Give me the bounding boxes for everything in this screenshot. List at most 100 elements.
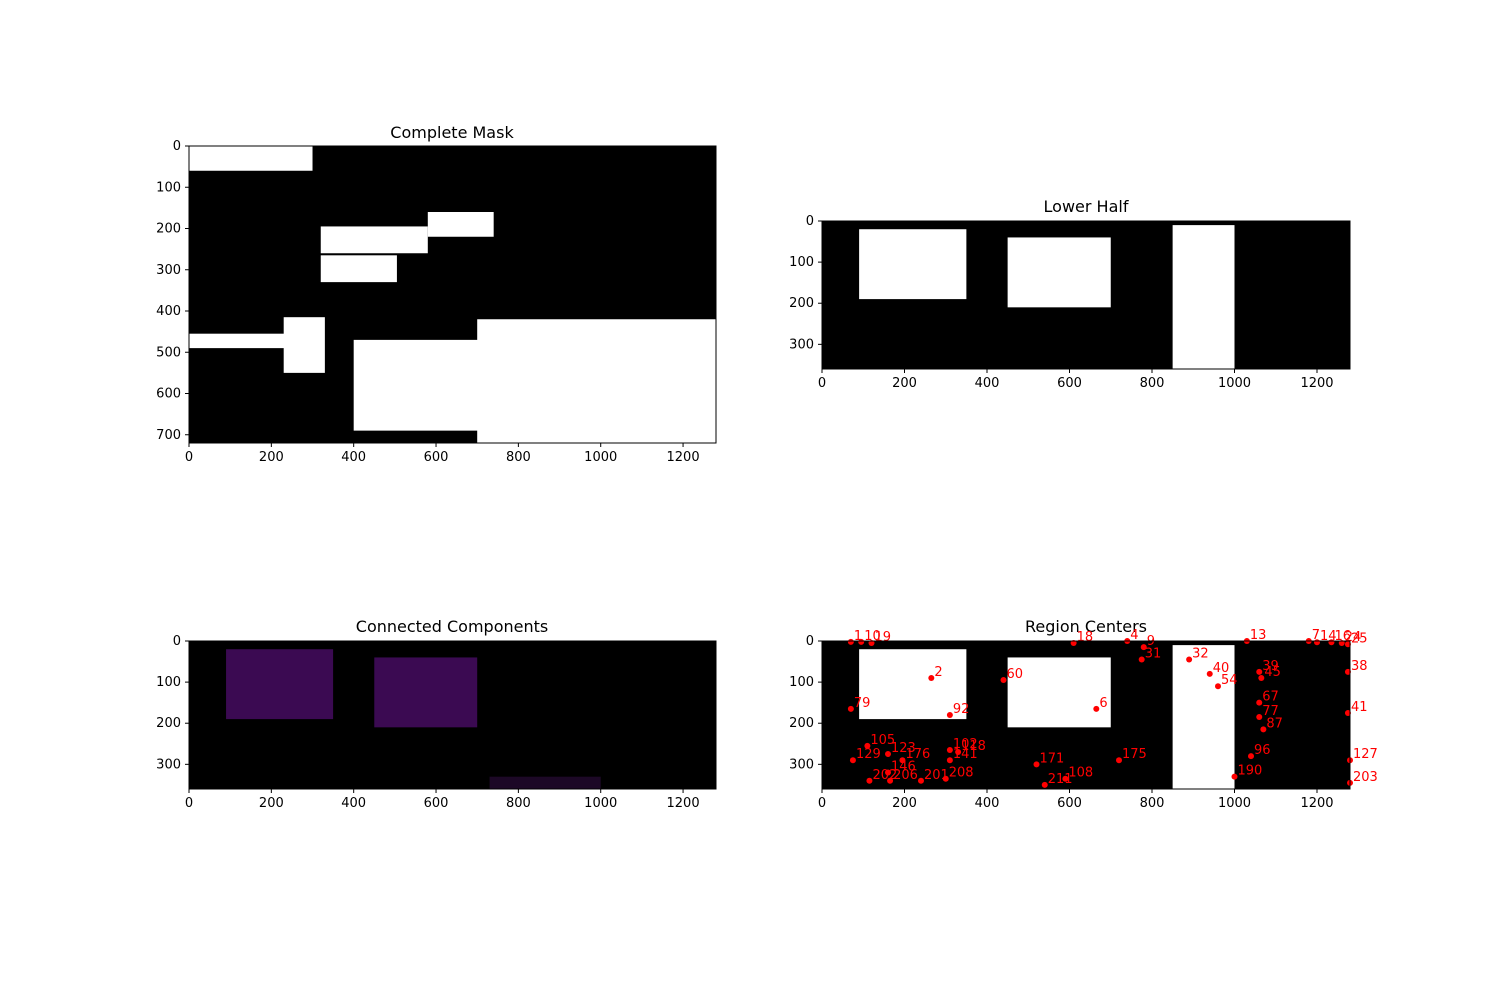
mask-region [283,317,325,373]
region-center-label: 208 [949,766,974,781]
region-center-label: 2 [934,665,942,680]
y-tick-label: 300 [156,263,181,278]
region-center-label: 45 [1264,665,1281,680]
y-tick-label: 100 [789,675,814,690]
region-center-label: 6 [1099,696,1107,711]
region-center-label: 77 [1262,704,1279,719]
region-center-marker [866,777,873,784]
region-center-marker [1248,753,1254,760]
x-tick-label: 400 [975,796,1000,811]
x-tick-label: 1200 [1300,376,1333,391]
region-center-label: 211 [1048,772,1073,787]
region-center-label: 25 [1351,631,1368,646]
region-center-label: 32 [1192,647,1209,662]
x-tick-label: 200 [892,376,917,391]
axes-frame [188,640,717,790]
region-center-marker [1140,644,1147,651]
x-tick-label: 1200 [1300,796,1333,811]
y-tick-label: 200 [789,716,814,731]
connected-components-panel: Connected Components 0 200 400 600 800 1000 12… [156,617,717,811]
region-center-label: 175 [1122,747,1147,762]
region-center-label: 9 [1147,634,1155,649]
region-center-label: 146 [891,760,916,775]
mask-region [189,146,313,171]
region-center-marker [1231,773,1238,780]
region-center-label: 10 [864,629,881,644]
mask-region [320,255,397,283]
x-tick-label: 1000 [1218,376,1251,391]
x-tick-label: 600 [1057,376,1082,391]
region-center-label: 87 [1266,716,1283,731]
y-tick-label: 300 [789,757,814,772]
mask-region [1007,237,1111,308]
region-center-marker [918,777,924,784]
region-center-label: 41 [1351,700,1368,715]
region-center-label: 206 [893,768,918,783]
x-tick-label: 800 [506,450,531,465]
region-center-marker [1256,699,1263,706]
region-center-marker [885,769,891,776]
region-center-marker [885,751,891,758]
x-tick-label: 1000 [1218,796,1251,811]
axes-frame [188,145,717,444]
region-center-label: 118 [961,739,986,754]
mask-region [1007,657,1111,728]
y-tick-label: 0 [173,139,181,154]
complete-mask-panel: Complete Mask 0 200 400 600 800 1000 1200 0 100 2… [156,123,717,465]
region-center-marker [1344,641,1351,648]
mask-region [226,649,334,720]
region-center-label: 171 [1040,751,1065,766]
region-center-label: 102 [953,737,978,752]
y-tick-label: 400 [156,304,181,319]
connected-components-plot: 0 200 400 600 800 1000 1200 0 100 200 300 [156,634,717,811]
x-tick-label: 400 [341,450,366,465]
region-center-label: 79 [854,696,871,711]
region-center-marker [1206,670,1213,677]
x-tick-label: 1000 [584,796,617,811]
region-center-label: 123 [891,741,916,756]
lower-half-title: Lower Half [1044,197,1129,216]
x-tick-label: 200 [259,450,284,465]
region-center-label: 13 [1250,628,1267,643]
mask-region [189,333,288,349]
region-center-marker [868,640,875,647]
mask-region [1172,645,1235,789]
region-center-marker [887,777,894,784]
mask-region [477,319,716,443]
region-center-marker [1138,656,1145,663]
region-center-marker [1116,757,1122,764]
x-tick-label: 600 [424,796,449,811]
y-tick-label: 300 [156,757,181,772]
region-center-marker [849,757,856,764]
region-center-label: 54 [1221,673,1238,688]
y-tick-label: 0 [806,214,814,229]
region-center-label: 18 [1077,630,1094,645]
region-center-label: 4 [1130,628,1138,643]
region-center-label: 19 [875,630,892,645]
x-tick-label: 200 [259,796,284,811]
region-center-label: 67 [1262,690,1279,705]
y-tick-label: 0 [173,634,181,649]
y-tick-label: 200 [789,296,814,311]
y-tick-label: 600 [156,387,181,402]
region-center-marker [864,742,871,749]
x-tick-label: 0 [185,796,193,811]
region-center-label: 40 [1213,661,1230,676]
x-tick-label: 0 [818,796,826,811]
region-center-marker [1258,675,1265,681]
region-center-label: 203 [1353,770,1378,785]
region-center-marker [1344,668,1351,675]
mask-region [489,776,601,789]
x-tick-label: 0 [818,376,826,391]
y-tick-label: 300 [789,337,814,352]
y-tick-label: 500 [156,345,181,360]
x-tick-label: 400 [975,376,1000,391]
region-center-marker [1256,668,1263,675]
complete-mask-plot: 0 200 400 600 800 1000 1200 0 100 200 300 400 500 600… [156,139,717,465]
y-tick-label: 200 [156,716,181,731]
x-tick-label: 1000 [584,450,617,465]
region-center-label: 96 [1254,743,1271,758]
region-center-label: 92 [953,702,970,717]
region-center-marker [1338,640,1345,647]
